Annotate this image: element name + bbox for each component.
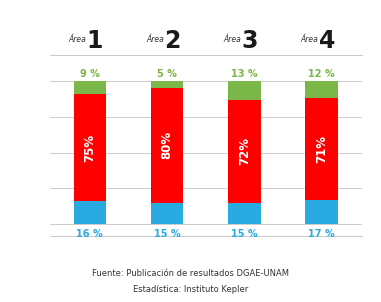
Bar	[151, 88, 183, 203]
Text: 80%: 80%	[160, 131, 174, 159]
Bar	[306, 81, 338, 98]
Text: 5 %: 5 %	[157, 69, 177, 79]
Text: 75%: 75%	[83, 133, 96, 162]
Bar	[151, 81, 183, 88]
Text: Área: Área	[223, 35, 241, 44]
Text: 1: 1	[87, 29, 103, 53]
Bar	[74, 81, 106, 94]
Bar	[151, 203, 183, 224]
Text: 71%: 71%	[315, 135, 328, 163]
Text: Área: Área	[69, 35, 86, 44]
Text: 15 %: 15 %	[154, 229, 180, 239]
Text: 15 %: 15 %	[231, 229, 258, 239]
Bar	[228, 100, 261, 203]
Text: 12 %: 12 %	[309, 69, 335, 79]
Bar	[306, 200, 338, 224]
Bar	[306, 98, 338, 200]
Bar	[228, 203, 261, 224]
Text: 4: 4	[319, 29, 335, 53]
Bar	[228, 81, 261, 100]
Text: 72%: 72%	[238, 137, 251, 165]
Text: 13 %: 13 %	[231, 69, 258, 79]
Text: Fuente: Publicación de resultados DGAE-UNAM: Fuente: Publicación de resultados DGAE-U…	[92, 269, 289, 278]
Text: 9 %: 9 %	[80, 69, 100, 79]
Text: 3: 3	[241, 29, 258, 53]
Text: 17 %: 17 %	[309, 229, 335, 239]
Text: Área: Área	[301, 35, 319, 44]
Bar	[74, 94, 106, 201]
Text: Estadística: Instituto Kepler: Estadística: Instituto Kepler	[133, 285, 248, 294]
Text: 16 %: 16 %	[77, 229, 103, 239]
Bar	[74, 201, 106, 224]
Text: Área: Área	[146, 35, 164, 44]
Text: 2: 2	[164, 29, 180, 53]
